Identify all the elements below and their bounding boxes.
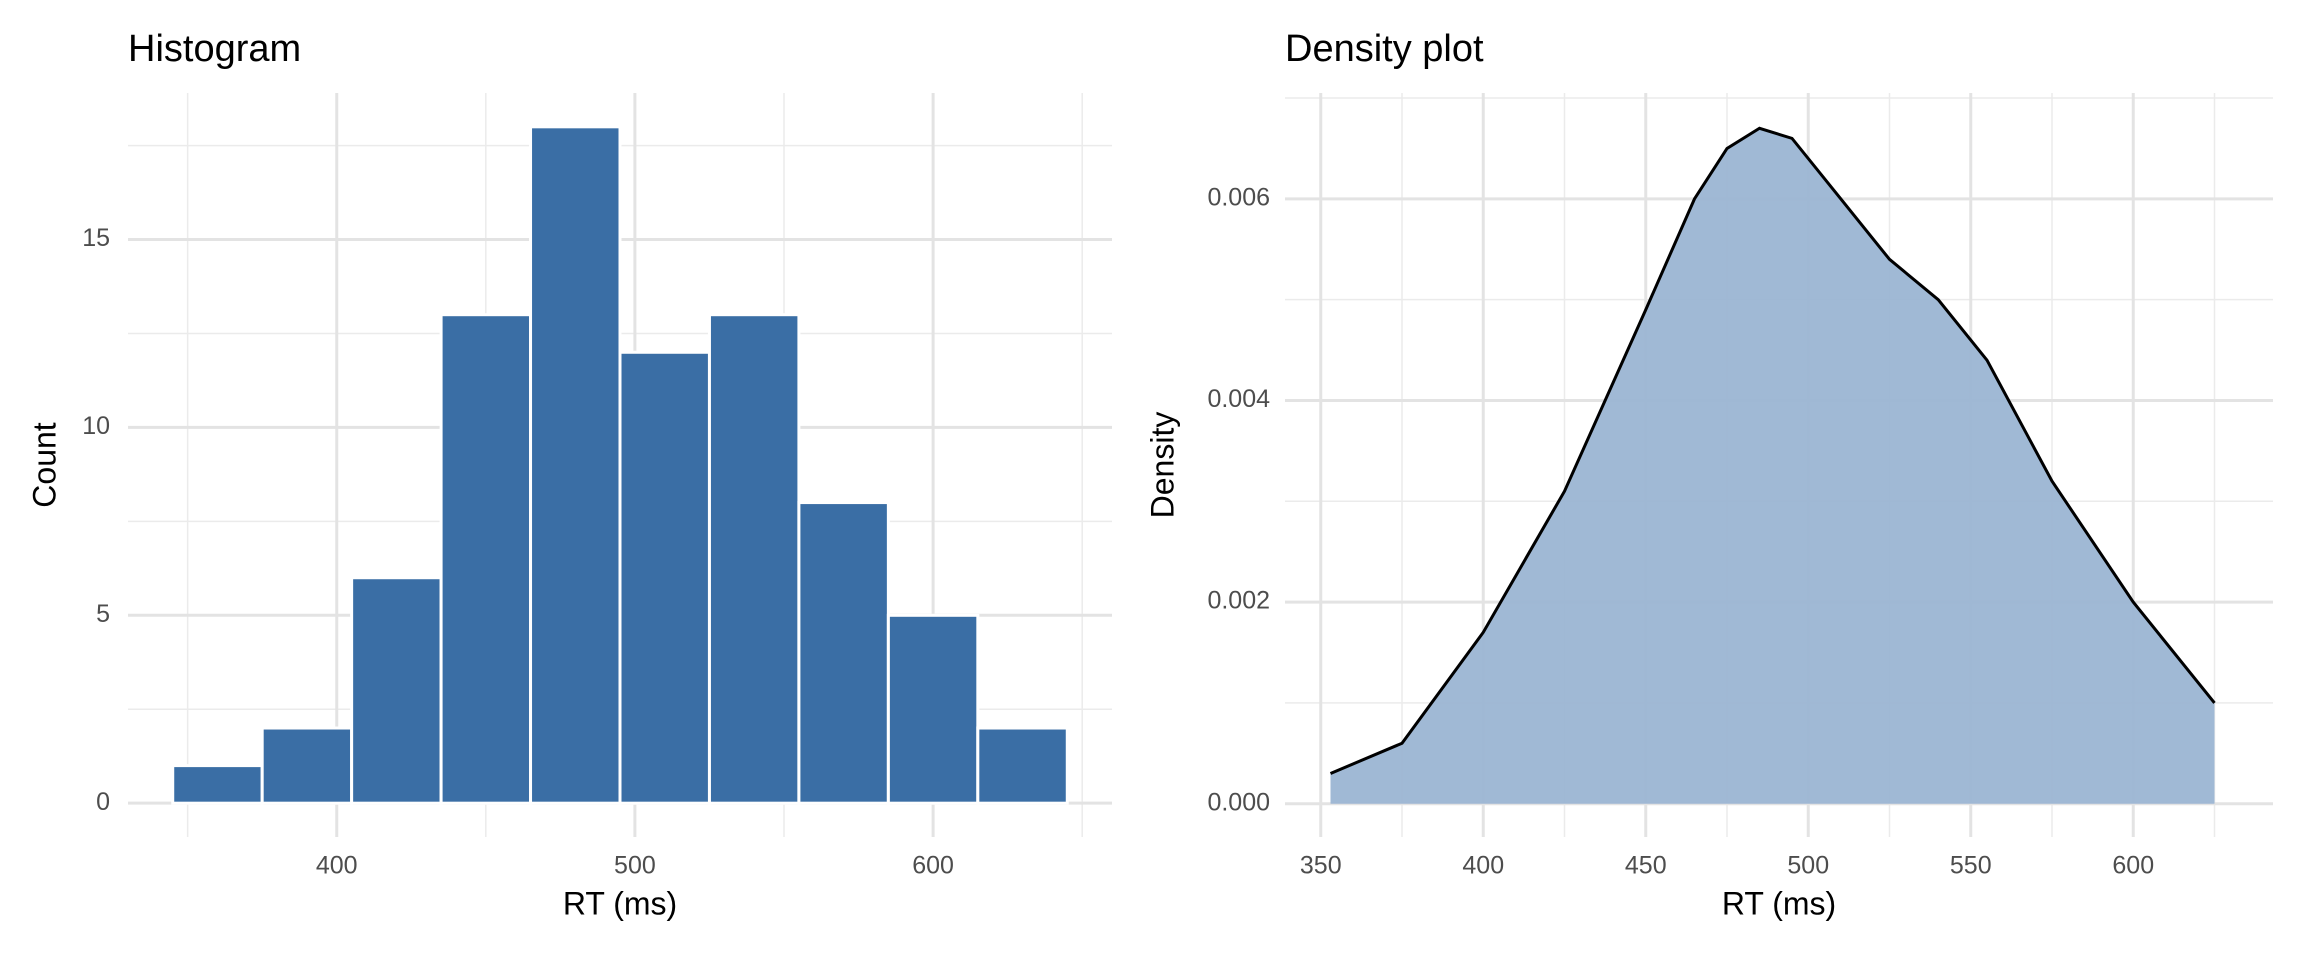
bar [797, 501, 890, 805]
bar [618, 350, 711, 805]
y-axis-title: Count [26, 422, 62, 508]
bar [350, 576, 443, 805]
bar [886, 613, 980, 805]
y-tick-label: 0.006 [1207, 183, 1270, 211]
y-tick-label: 0.000 [1207, 788, 1270, 816]
density-area [1330, 128, 2215, 804]
x-axis-title: RT (ms) [563, 885, 677, 921]
x-tick-label: 600 [2112, 852, 2154, 880]
bar [260, 726, 354, 805]
density-line [1329, 126, 2216, 775]
y-tick-label: 10 [82, 412, 110, 440]
x-tick-label: 600 [912, 852, 954, 880]
bar [976, 726, 1069, 805]
bar [529, 125, 622, 805]
x-tick-label: 350 [1300, 852, 1342, 880]
y-tick-label: 0.002 [1207, 587, 1270, 615]
y-tick-label: 5 [96, 600, 110, 628]
x-tick-label: 400 [316, 852, 358, 880]
y-tick-label: 15 [82, 224, 110, 252]
y-tick-label: 0.004 [1207, 385, 1270, 413]
y-axis-title: Density [1144, 412, 1180, 519]
x-tick-label: 500 [1787, 852, 1829, 880]
bar [171, 764, 264, 805]
chart-title: Histogram [128, 28, 301, 70]
bar [439, 313, 533, 805]
x-tick-label: 450 [1625, 852, 1667, 880]
x-tick-label: 500 [614, 852, 656, 880]
bar [707, 313, 801, 805]
y-tick-label: 0 [96, 788, 110, 816]
chart-title: Density plot [1285, 28, 1484, 70]
x-tick-label: 550 [1950, 852, 1992, 880]
x-axis-title: RT (ms) [1722, 885, 1836, 921]
x-tick-label: 400 [1462, 852, 1504, 880]
